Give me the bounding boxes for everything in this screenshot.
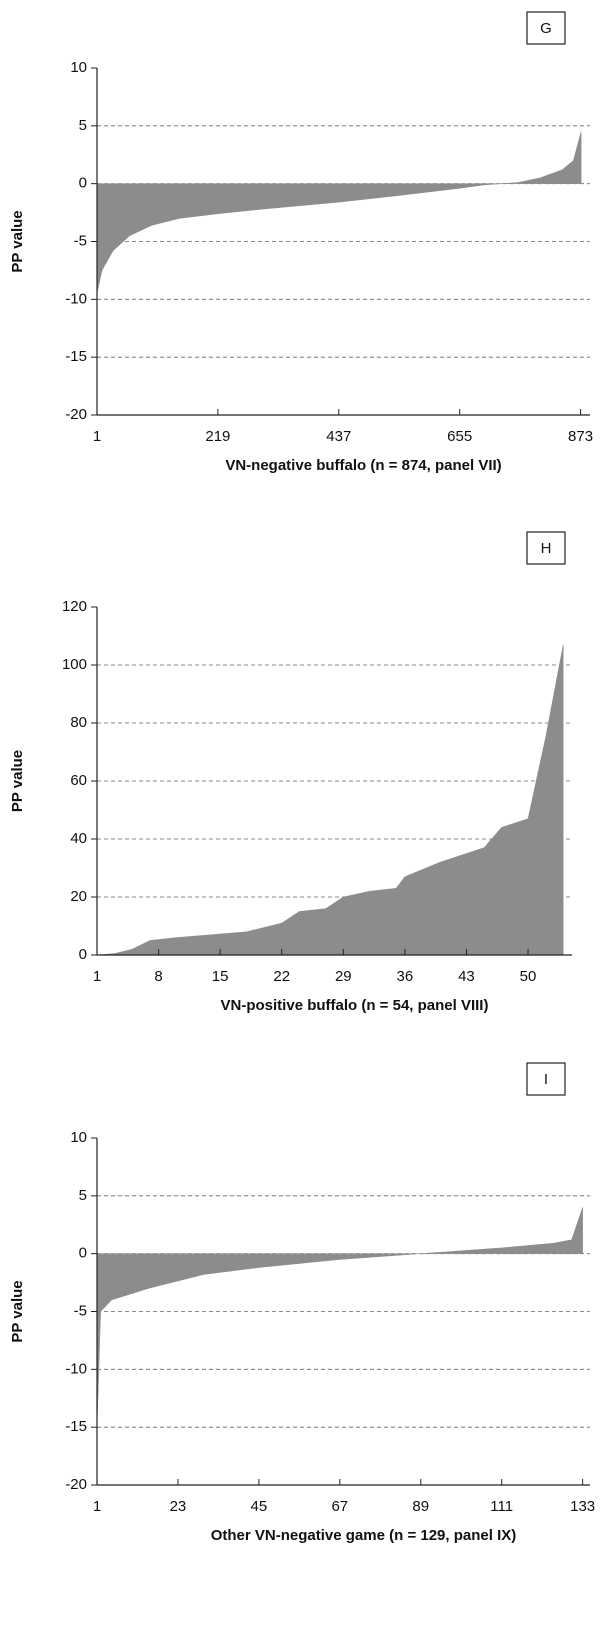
y-tick-label: 5: [79, 117, 87, 134]
y-tick-label: 0: [79, 175, 87, 192]
x-tick-label: 873: [568, 428, 593, 445]
y-tick-label: 100: [62, 656, 87, 673]
y-tick-label: 0: [79, 946, 87, 963]
y-tick-label: 0: [79, 1245, 87, 1262]
area: [96, 644, 564, 956]
x-axis-label: Other VN-negative game (n = 129, panel I…: [211, 1527, 517, 1544]
x-axis-label: VN-negative buffalo (n = 874, panel VII): [225, 457, 501, 474]
y-tick-label: 120: [62, 598, 87, 615]
x-tick-label: 89: [412, 1498, 429, 1515]
x-tick-label: 437: [326, 428, 351, 445]
y-tick-label: 10: [70, 1129, 87, 1146]
x-tick-label: 1: [93, 1498, 101, 1515]
x-tick-label: 36: [397, 968, 414, 985]
y-axis-label: PP value: [9, 1280, 26, 1342]
y-tick-label: -5: [74, 232, 87, 249]
x-tick-label: 50: [520, 968, 537, 985]
y-tick-label: -10: [65, 1360, 87, 1377]
y-tick-label: 20: [70, 888, 87, 905]
area: [96, 1207, 583, 1428]
x-tick-label: 133: [570, 1498, 595, 1515]
y-axis-label: PP value: [9, 750, 26, 812]
x-tick-label: 23: [170, 1498, 187, 1515]
y-tick-label: 5: [79, 1187, 87, 1204]
x-axis-label: VN-positive buffalo (n = 54, panel VIII): [221, 997, 489, 1014]
x-tick-label: 1: [93, 428, 101, 445]
y-tick-label: 80: [70, 714, 87, 731]
panel-label: G: [540, 20, 552, 37]
panel-box: [526, 531, 566, 565]
x-tick-label: 655: [447, 428, 472, 445]
panel-label: H: [541, 540, 552, 557]
y-tick-label: 10: [70, 59, 87, 76]
area: [96, 131, 582, 294]
y-tick-label: -5: [74, 1302, 87, 1319]
panel-box: [526, 1062, 566, 1096]
x-tick-label: 8: [154, 968, 162, 985]
panel-box: [526, 11, 566, 45]
panel-label: I: [544, 1071, 548, 1088]
x-tick-label: 111: [490, 1498, 513, 1515]
y-tick-label: 60: [70, 772, 87, 789]
x-tick-label: 219: [205, 428, 230, 445]
y-tick-label: -15: [65, 348, 87, 365]
x-tick-label: 67: [331, 1498, 348, 1515]
y-tick-label: 40: [70, 830, 87, 847]
x-tick-label: 29: [335, 968, 352, 985]
x-tick-label: 15: [212, 968, 229, 985]
x-tick-label: 22: [273, 968, 290, 985]
y-tick-label: -10: [65, 290, 87, 307]
x-tick-label: 1: [93, 968, 101, 985]
y-tick-label: -20: [65, 1476, 87, 1493]
y-axis-label: PP value: [9, 210, 26, 272]
x-tick-label: 43: [458, 968, 475, 985]
y-tick-label: -20: [65, 406, 87, 423]
y-tick-label: -15: [65, 1418, 87, 1435]
x-tick-label: 45: [251, 1498, 268, 1515]
